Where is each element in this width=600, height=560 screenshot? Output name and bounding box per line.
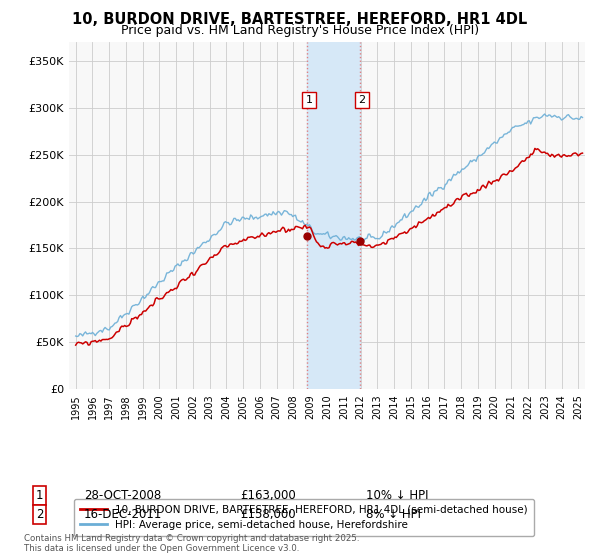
Text: 8% ↓ HPI: 8% ↓ HPI: [366, 507, 421, 521]
Text: 16-DEC-2011: 16-DEC-2011: [84, 507, 163, 521]
Text: £158,000: £158,000: [240, 507, 296, 521]
Text: 10, BURDON DRIVE, BARTESTREE, HEREFORD, HR1 4DL: 10, BURDON DRIVE, BARTESTREE, HEREFORD, …: [73, 12, 527, 27]
Text: 10% ↓ HPI: 10% ↓ HPI: [366, 489, 428, 502]
Text: 28-OCT-2008: 28-OCT-2008: [84, 489, 161, 502]
Legend: 10, BURDON DRIVE, BARTESTREE, HEREFORD, HR1 4DL (semi-detached house), HPI: Aver: 10, BURDON DRIVE, BARTESTREE, HEREFORD, …: [74, 498, 534, 536]
Text: 1: 1: [36, 489, 44, 502]
Bar: [307, 42, 360, 389]
Text: 2: 2: [36, 507, 44, 521]
Text: 1: 1: [306, 95, 313, 105]
Text: Contains HM Land Registry data © Crown copyright and database right 2025.
This d: Contains HM Land Registry data © Crown c…: [24, 534, 359, 553]
Text: £163,000: £163,000: [240, 489, 296, 502]
Text: Price paid vs. HM Land Registry's House Price Index (HPI): Price paid vs. HM Land Registry's House …: [121, 24, 479, 36]
Text: 2: 2: [358, 95, 365, 105]
